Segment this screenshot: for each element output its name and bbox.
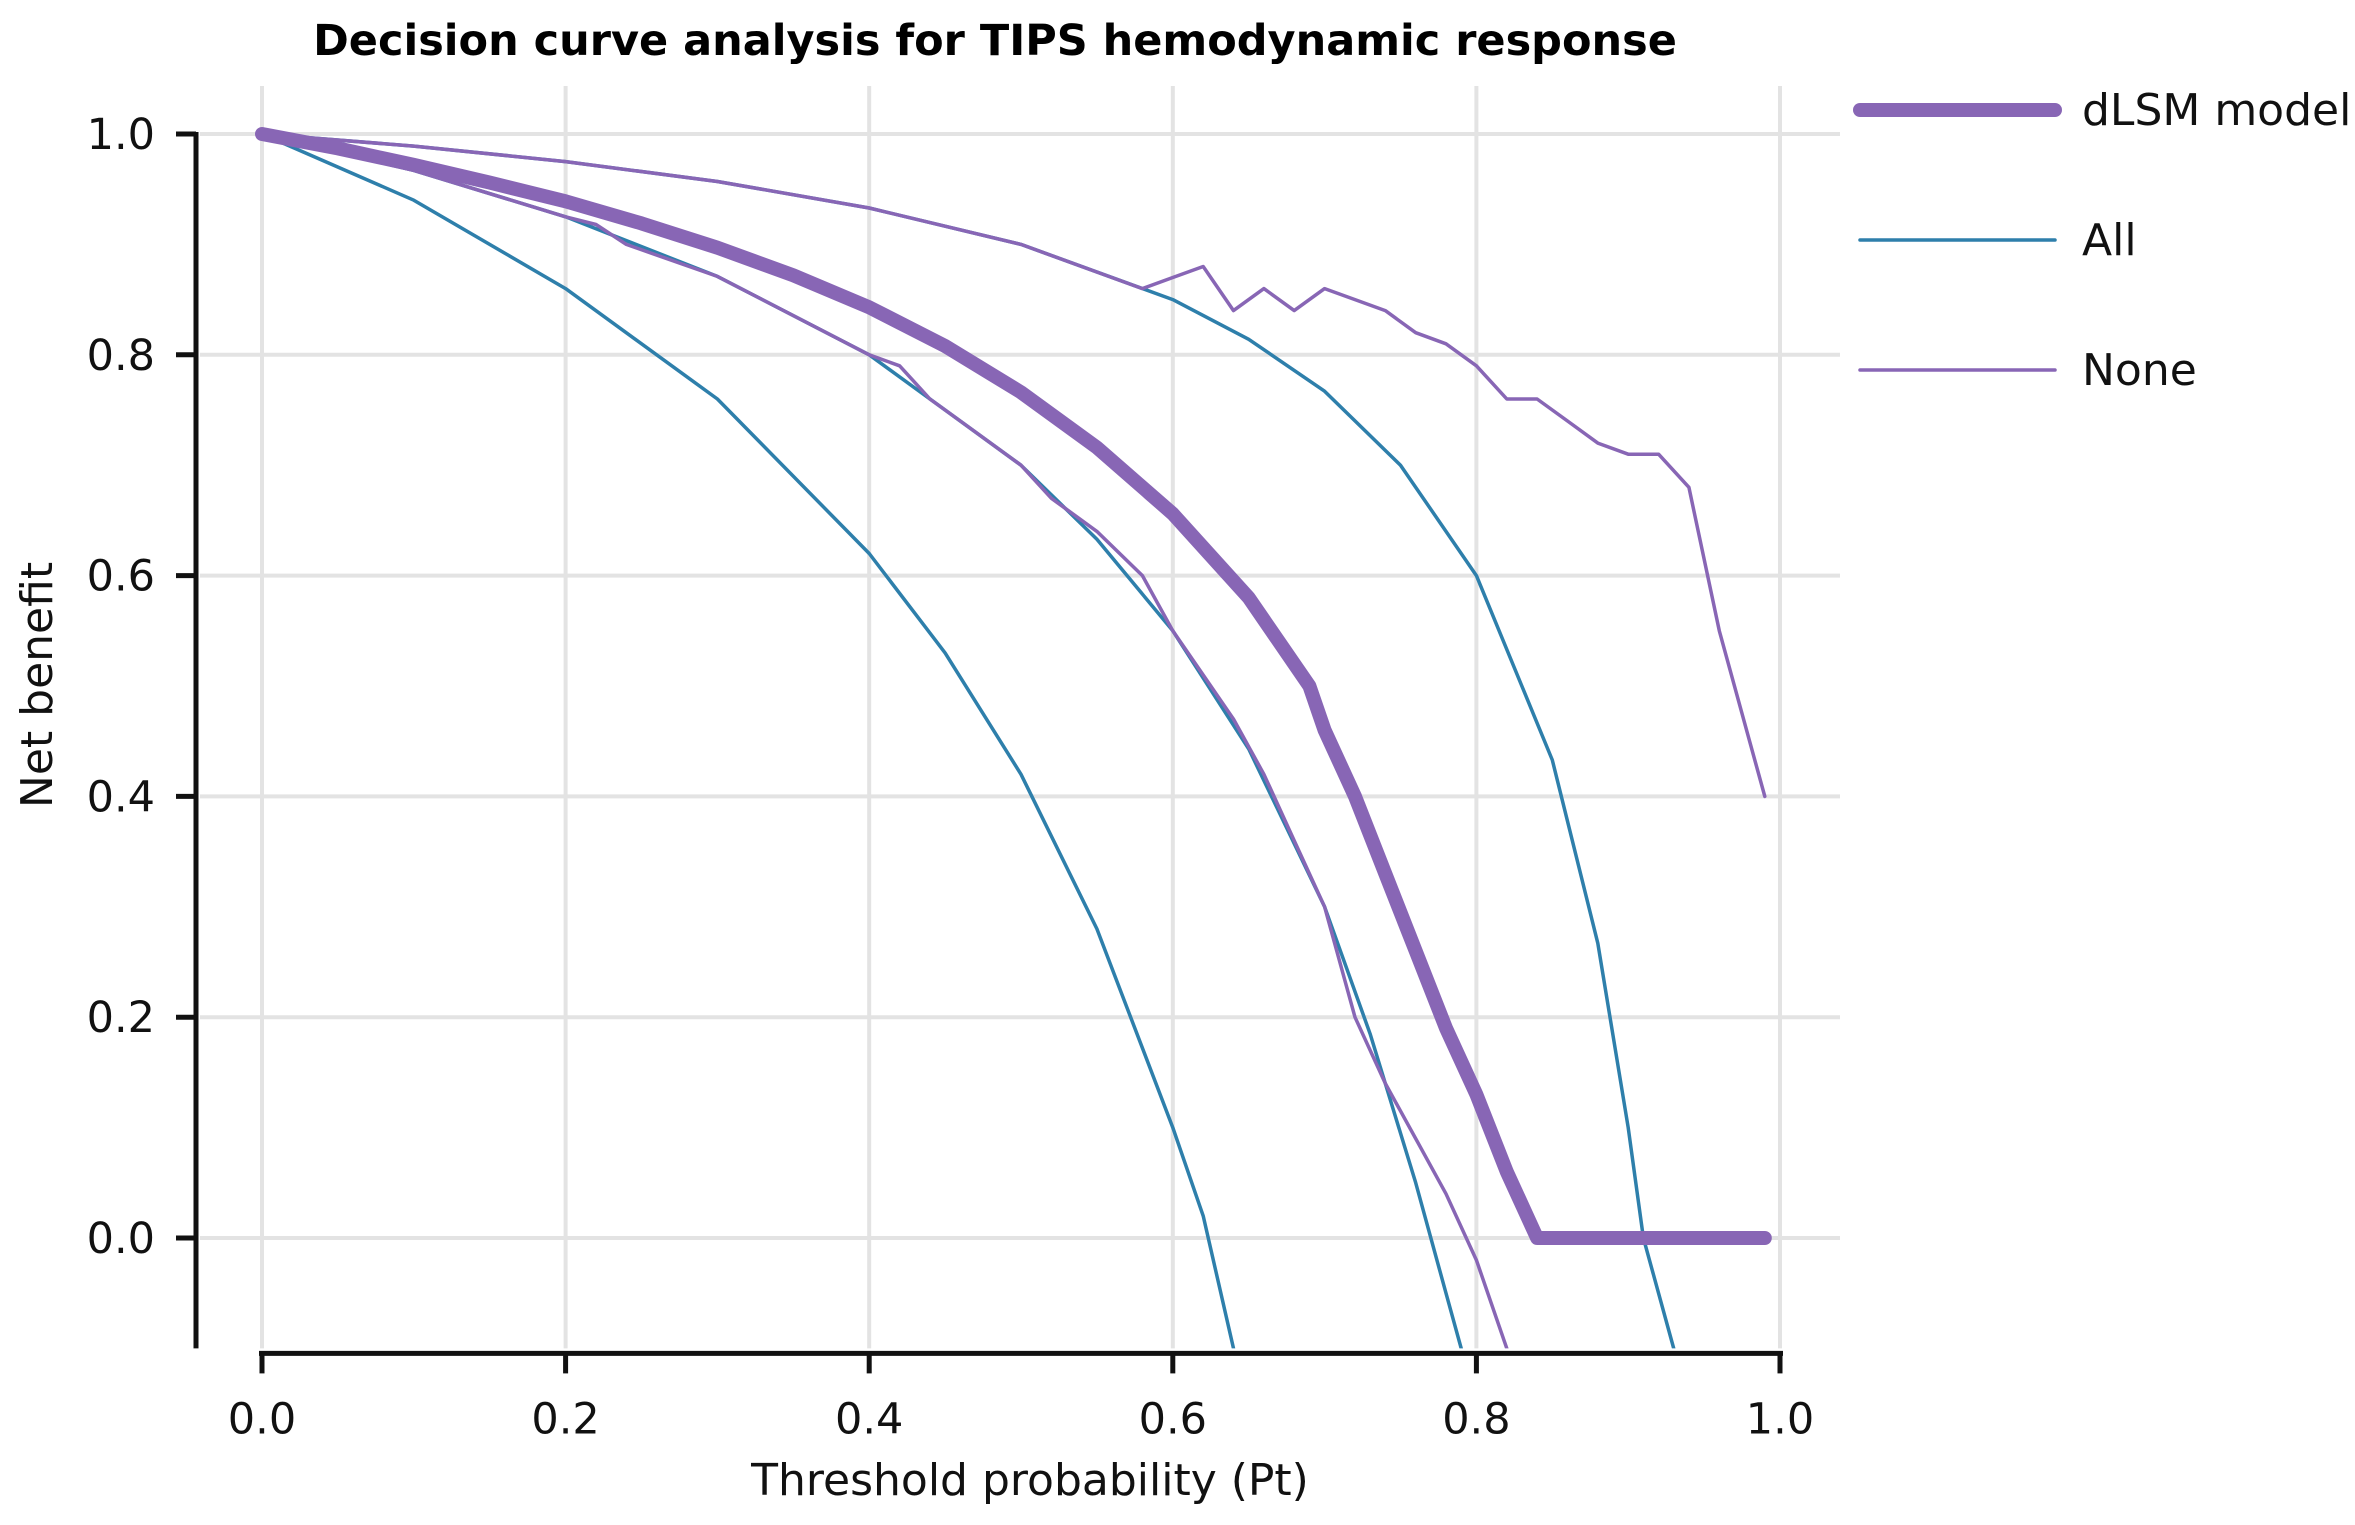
x-tick-label-2: 0.4	[835, 1394, 903, 1444]
none-curve-4	[260, 132, 1767, 799]
tick-labels: 0.0 0.2 0.4 0.6 0.8 1.0 0.0 0.2 0.4 0.6 0.8 1.0	[87, 110, 1815, 1444]
x-tick-label-5: 1.0	[1746, 1394, 1814, 1444]
all-curve-1	[260, 132, 1676, 1349]
x-axis-label: Threshold probability (Pt)	[750, 1455, 1309, 1506]
all-curve-2	[260, 132, 1463, 1349]
x-tick-label-4: 0.8	[1442, 1394, 1510, 1444]
dlsm-model-curve-0	[255, 127, 1772, 1245]
legend-label-2: None	[2082, 345, 2197, 396]
y-tick-label-5: 1.0	[87, 110, 155, 160]
grid	[200, 86, 1840, 1349]
axes	[176, 131, 1783, 1374]
legend-label-1: All	[2082, 215, 2137, 266]
legend: dLSM model All None	[1853, 85, 2351, 396]
y-tick-label-0: 0.0	[87, 1214, 155, 1264]
x-tick-label-1: 0.2	[531, 1394, 599, 1444]
y-tick-label-1: 0.2	[87, 993, 155, 1043]
chart-title: Decision curve analysis for TIPS hemodyn…	[313, 16, 1677, 66]
y-tick-label-3: 0.6	[87, 552, 155, 602]
none-curve-5	[260, 132, 1509, 1349]
y-tick-label-2: 0.4	[87, 772, 155, 822]
legend-label-0: dLSM model	[2082, 85, 2351, 136]
series-layer	[255, 127, 1772, 1349]
y-tick-label-4: 0.8	[87, 331, 155, 381]
y-axis-label: Net benefit	[12, 562, 63, 808]
x-tick-label-0: 0.0	[228, 1394, 296, 1444]
all-curve-3	[260, 132, 1236, 1349]
x-tick-label-3: 0.6	[1139, 1394, 1207, 1444]
